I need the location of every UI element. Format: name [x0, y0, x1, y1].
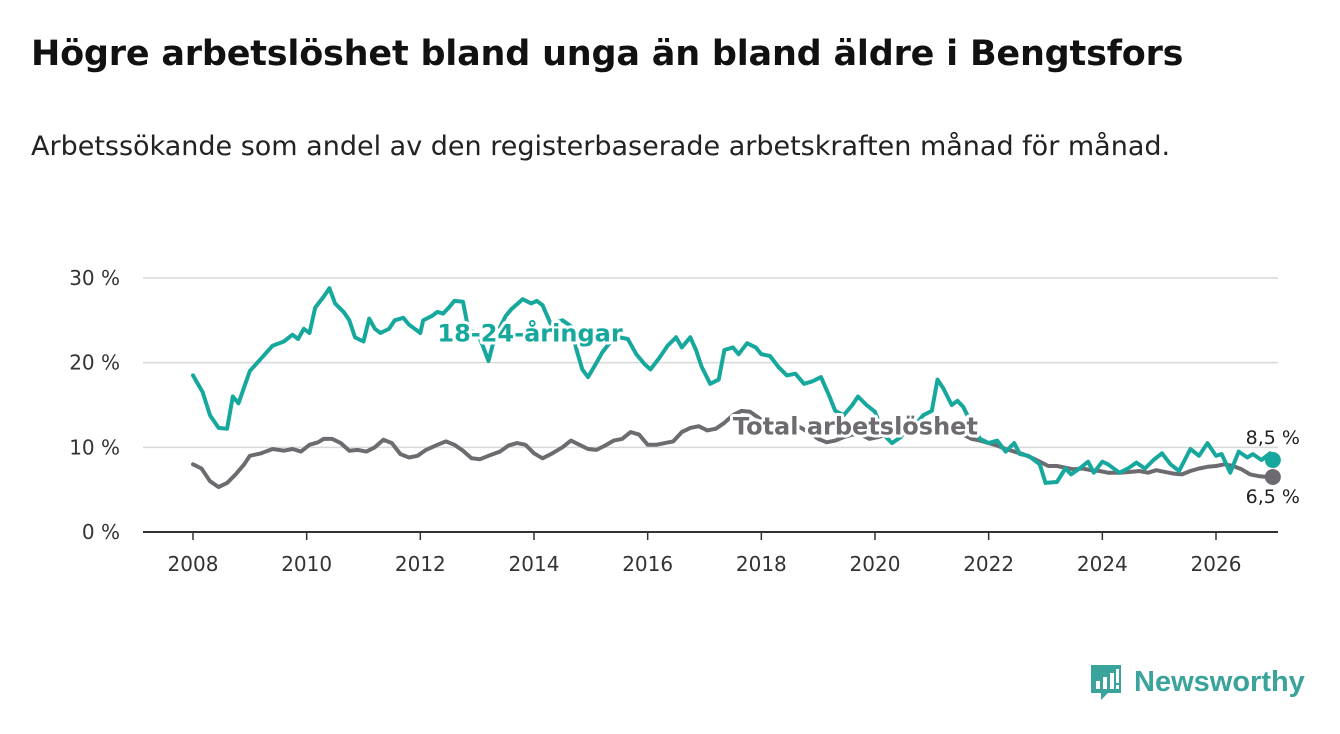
x-tick-label: 2016: [622, 552, 673, 576]
series-labels: 18-24-åringar Total arbetslöshet: [434, 316, 981, 444]
x-tick-label: 2022: [963, 552, 1014, 576]
series-line-youth: [191, 286, 1275, 485]
series-label-total: Total arbetslöshet: [733, 413, 978, 441]
x-tick-label: 2018: [736, 552, 787, 576]
x-tick-label: 2024: [1077, 552, 1128, 576]
y-tick-label: 10 %: [69, 435, 120, 459]
x-tick-label: 2010: [281, 552, 332, 576]
x-axis: 2008 2010 2012 2014 2016 2018 2020 2022 2024 2026: [168, 532, 1242, 576]
series-lines: [191, 286, 1275, 490]
y-tick-label: 30 %: [69, 266, 120, 290]
y-tick-label: 0 %: [82, 520, 120, 544]
end-label-total: 6,5 %: [1246, 486, 1300, 508]
x-tick-label: 2026: [1191, 552, 1242, 576]
grid-lines: [143, 277, 1278, 449]
y-axis: 0 % 10 % 20 % 30 %: [69, 266, 120, 544]
series-label-youth: 18-24-åringar: [437, 319, 622, 348]
brand-name: Newsworthy: [1134, 665, 1305, 698]
end-point-youth: [1264, 452, 1281, 469]
newsworthy-logo-icon: [1091, 665, 1121, 700]
chart-title: Högre arbetslöshet bland unga än bland ä…: [31, 34, 1184, 74]
end-point-total: [1264, 468, 1281, 485]
x-tick-label: 2008: [168, 552, 219, 576]
x-tick-label: 2014: [509, 552, 560, 576]
x-tick-label: 2020: [850, 552, 901, 576]
end-markers: 8,5 % 6,5 %: [1246, 427, 1300, 508]
chart-subtitle: Arbetssökande som andel av den registerb…: [31, 131, 1171, 162]
brand-logo[interactable]: Newsworthy: [1088, 660, 1305, 704]
end-label-youth: 8,5 %: [1246, 427, 1300, 449]
x-tick-label: 2012: [395, 552, 446, 576]
y-tick-label: 20 %: [69, 351, 120, 375]
